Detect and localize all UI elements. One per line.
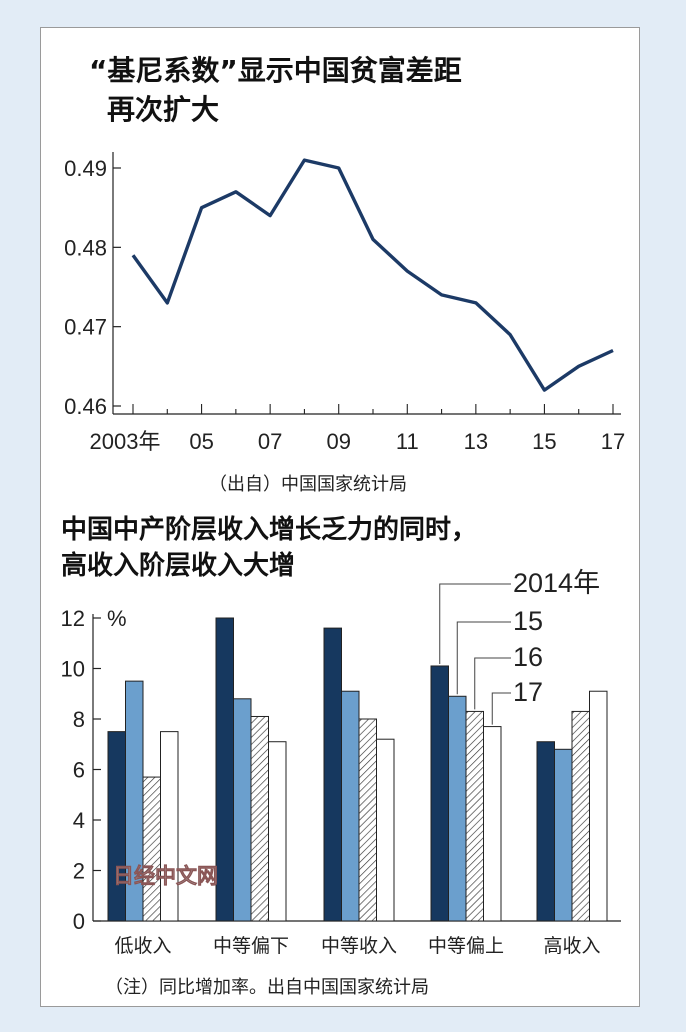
bar-y-tick-label-4: 4 xyxy=(73,808,85,833)
bar-中等偏下-15 xyxy=(233,698,252,922)
bar-中等偏下-17 xyxy=(268,741,287,922)
x-tick-label-2003: 2003年 xyxy=(90,429,161,454)
bar-中等偏上-16 xyxy=(465,710,484,922)
legend-label-16: 16 xyxy=(513,642,543,672)
bar-y-tick-label-8: 8 xyxy=(73,707,85,732)
bar-低收入-17 xyxy=(160,731,179,922)
legend-leader-2014年 xyxy=(439,583,511,664)
x-tick-label-2013: 13 xyxy=(464,429,488,454)
bar-y-tick-label-10: 10 xyxy=(61,657,85,682)
bar-中等偏下-16 xyxy=(250,715,269,922)
legend-leader-16 xyxy=(474,657,511,710)
bar-chart-title-line-1: 中国中产阶层收入增长乏力的同时， xyxy=(61,514,477,545)
bar-低收入-16 xyxy=(142,776,161,922)
bar-category-label-0: 低收入 xyxy=(114,935,171,957)
bar-高收入-17 xyxy=(589,690,608,922)
bar-y-unit: % xyxy=(107,606,127,631)
bar-category-label-4: 高收入 xyxy=(543,935,600,957)
x-tick-label-2011: 11 xyxy=(396,429,419,454)
x-tick-label-2017: 17 xyxy=(601,429,625,454)
y-tick-label-0.46: 0.46 xyxy=(64,394,107,419)
bar-chart: 0 2 4 6 8 10 12 % 低收入 中等偏下 中等收入 中等偏上 高收入 2014年 15 16 17 xyxy=(61,568,621,957)
bar-中等收入-2014年 xyxy=(323,627,342,922)
legend-label-17: 17 xyxy=(513,677,543,707)
y-tick-label-0.47: 0.47 xyxy=(64,315,107,340)
line-chart-source: （出自）中国国家统计局 xyxy=(209,474,407,495)
bar-chart-note: （注）同比增加率。出自中国国家统计局 xyxy=(105,977,429,998)
bar-中等收入-17 xyxy=(376,738,395,922)
line-chart-title-line-1: “基尼系数”显示中国贫富差距 xyxy=(89,54,462,87)
bar-高收入-15 xyxy=(554,748,573,922)
bar-y-tick-label-0: 0 xyxy=(73,909,85,934)
legend-label-15: 15 xyxy=(513,606,543,636)
bar-中等收入-16 xyxy=(358,718,377,922)
gini-line-series xyxy=(131,158,614,392)
x-tick-label-2009: 09 xyxy=(326,429,350,454)
x-tick-label-2015: 15 xyxy=(532,429,556,454)
charts-svg: “基尼系数”显示中国贫富差距 再次扩大 0.46 0.47 0.48 0.49 2003… xyxy=(61,54,626,998)
x-tick-label-2005: 05 xyxy=(189,429,213,454)
bar-y-tick-label-12: 12 xyxy=(61,606,85,631)
bar-y-tick-label-6: 6 xyxy=(73,758,85,783)
legend-label-2014年: 2014年 xyxy=(513,568,600,598)
bar-chart-title-line-2: 高收入阶层收入大增 xyxy=(61,550,295,581)
y-tick-label-0.49: 0.49 xyxy=(64,156,107,181)
bar-y-tick-label-2: 2 xyxy=(73,859,85,884)
bar-中等偏下-2014年 xyxy=(215,617,234,922)
bar-category-label-3: 中等偏上 xyxy=(428,935,504,957)
legend-leader-17 xyxy=(491,692,511,725)
bar-低收入-2014年 xyxy=(107,731,126,922)
bar-中等收入-15 xyxy=(341,690,360,922)
line-chart: 0.46 0.47 0.48 0.49 2003年 05 07 09 11 13 15 17 xyxy=(64,152,625,454)
watermark-logo: 日经中文网 xyxy=(113,864,218,888)
legend-leader-15 xyxy=(456,621,511,695)
bar-高收入-16 xyxy=(571,710,590,922)
bar-category-label-2: 中等收入 xyxy=(321,935,397,957)
bar-category-label-1: 中等偏下 xyxy=(213,935,289,957)
bar-中等偏上-2014年 xyxy=(430,665,449,922)
bar-高收入-2014年 xyxy=(536,741,555,922)
line-chart-title-line-2: 再次扩大 xyxy=(107,93,219,126)
y-tick-label-0.48: 0.48 xyxy=(64,235,107,260)
bar-中等偏上-17 xyxy=(483,726,502,922)
bar-中等偏上-15 xyxy=(448,695,467,922)
chart-frame: “基尼系数”显示中国贫富差距 再次扩大 0.46 0.47 0.48 0.49 2003… xyxy=(40,27,640,1007)
x-tick-label-2007: 07 xyxy=(258,429,282,454)
